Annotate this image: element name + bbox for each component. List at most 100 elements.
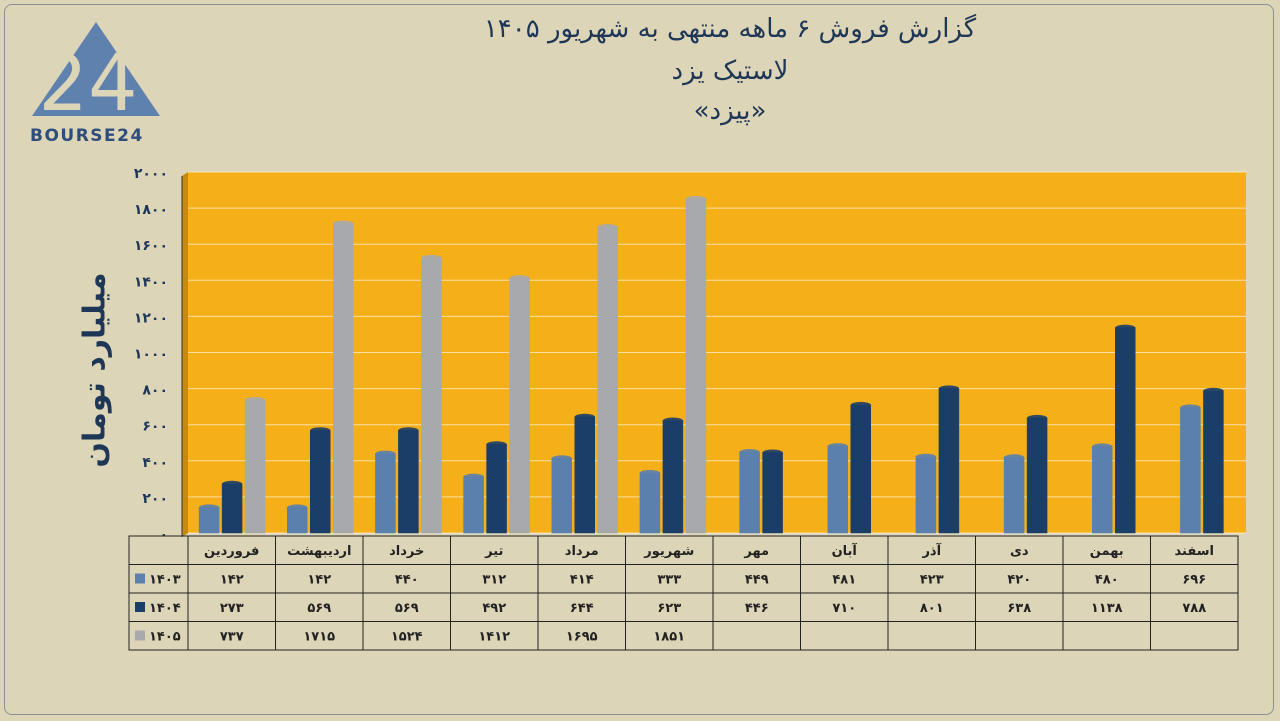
- y-tick-label: ۶۰۰: [142, 419, 168, 435]
- data-label: ۱۵۲۴: [391, 630, 423, 645]
- bar-۱۴۰۴-آذر: [938, 388, 960, 534]
- y-tick-label: ۰: [159, 527, 168, 543]
- data-label: ۶۹۶: [1182, 573, 1206, 588]
- bar-۱۴۰۳-تیر: [463, 476, 484, 534]
- data-label: ۴۹۲: [482, 601, 506, 616]
- y-tick-label: ۱۸۰۰: [134, 202, 168, 218]
- y-tick-label: ۱۰۰۰: [134, 347, 168, 363]
- data-label: ۱۴۱۲: [478, 630, 510, 645]
- legend-label: ۱۴۰۵: [149, 630, 181, 645]
- bar-cap: [421, 254, 442, 261]
- bar-cap: [509, 275, 530, 282]
- data-label: ۱۴۲: [307, 573, 331, 588]
- data-label: ۱۶۹۵: [566, 630, 598, 645]
- bar-cap: [245, 396, 266, 403]
- table-category-label: اسفند: [1175, 544, 1214, 559]
- table-category-label: مهر: [743, 544, 769, 559]
- bar-۱۴۰۳-فروردین: [198, 507, 220, 534]
- chart-title: گزارش فروش ۶ ماهه منتهی به شهریور ۱۴۰۵: [483, 14, 977, 44]
- bar-cap: [1092, 443, 1113, 450]
- bar-۱۴۰۴-آبان: [850, 404, 871, 534]
- table-category-label: فروردین: [204, 544, 259, 559]
- bar-۱۴۰۴-خرداد: [398, 430, 419, 534]
- bar-۱۴۰۳-بهمن: [1092, 446, 1113, 534]
- table-category-label: آبان: [832, 542, 858, 559]
- data-label: ۶۲۳: [657, 601, 681, 616]
- bar-۱۴۰۴-بهمن: [1115, 327, 1136, 534]
- y-tick-label: ۲۰۰: [142, 491, 168, 507]
- bar-cap: [762, 449, 783, 456]
- bar-۱۴۰۴-اسفند: [1203, 390, 1224, 534]
- bar-cap: [850, 401, 871, 408]
- bar-۱۴۰۵-تیر: [509, 277, 530, 534]
- y-tick-label: ۱۴۰۰: [134, 274, 168, 290]
- bar-۱۴۰۵-مرداد: [597, 226, 618, 534]
- data-label: ۴۸۱: [832, 573, 856, 588]
- data-label: ۷۸۸: [1182, 601, 1206, 616]
- bar-cap: [662, 417, 683, 424]
- bar-۱۴۰۴-فروردین: [221, 483, 243, 534]
- bar-۱۴۰۴-اردیبهشت: [310, 430, 331, 534]
- data-label: ۶۳۸: [1007, 601, 1031, 616]
- data-label: ۴۲۳: [920, 573, 944, 588]
- plot-side-wall: [182, 172, 188, 537]
- data-label: ۲۷۳: [220, 601, 244, 616]
- bar-cap: [827, 443, 848, 450]
- bar-cap: [639, 469, 660, 476]
- bar-۱۴۰۴-تیر: [486, 443, 507, 534]
- data-label: ۳۱۲: [482, 573, 506, 588]
- bar-cap: [287, 504, 308, 511]
- y-tick-label: ۸۰۰: [142, 383, 168, 399]
- data-label: ۴۸۰: [1095, 573, 1119, 588]
- company-name: لاستیک یزد: [671, 56, 789, 86]
- data-label: ۸۰۱: [920, 601, 944, 616]
- legend-label: ۱۴۰۳: [149, 573, 181, 588]
- legend-key-۱۴۰۴: [135, 602, 145, 612]
- data-label: ۶۴۴: [570, 601, 594, 616]
- table-category-label: آذر: [921, 542, 941, 559]
- y-tick-label: ۴۰۰: [142, 455, 168, 471]
- logo-text: BOURSE24: [30, 126, 144, 146]
- bar-cap: [915, 453, 936, 460]
- data-label: ۴۴۰: [395, 573, 419, 588]
- bar-cap: [486, 441, 507, 448]
- bar-۱۴۰۳-آذر: [915, 456, 937, 534]
- bar-۱۴۰۳-آبان: [827, 445, 848, 534]
- bar-۱۴۰۵-فروردین: [244, 399, 266, 534]
- table-category-label: اردیبهشت: [287, 544, 351, 559]
- data-label: ۴۴۶: [745, 601, 769, 616]
- table-category-label: مرداد: [565, 544, 599, 559]
- data-label: ۴۱۴: [570, 573, 594, 588]
- data-label: ۱۸۵۱: [653, 630, 685, 645]
- bar-cap: [398, 427, 419, 434]
- chart-frame: [4, 4, 1274, 715]
- table-category-label: شهریور: [643, 544, 694, 559]
- table-category-label: تیر: [484, 544, 503, 559]
- bar-cap: [938, 385, 959, 392]
- bar-۱۴۰۳-اردیبهشت: [287, 507, 308, 534]
- bar-۱۴۰۳-مرداد: [551, 458, 572, 534]
- data-label: ۵۶۹: [307, 601, 331, 616]
- bar-cap: [574, 413, 595, 420]
- bar-cap: [1203, 387, 1224, 394]
- bar-۱۴۰۵-اردیبهشت: [333, 223, 354, 534]
- bar-cap: [1115, 324, 1136, 331]
- table-category-label: بهمن: [1090, 544, 1124, 559]
- data-label: ۳۳۳: [657, 573, 681, 588]
- bar-cap: [463, 473, 484, 480]
- data-label: ۴۴۹: [745, 573, 769, 588]
- legend-key-۱۴۰۳: [135, 573, 145, 584]
- bar-۱۴۰۳-دی: [1003, 456, 1025, 534]
- data-label: ۴۲۰: [1007, 573, 1031, 588]
- data-label: ۵۶۹: [395, 601, 419, 616]
- table-category-label: خرداد: [389, 544, 424, 559]
- bar-cap: [375, 450, 396, 457]
- bar-۱۴۰۵-شهریور: [685, 198, 707, 534]
- legend-key-۱۴۰۵: [135, 630, 145, 641]
- y-tick-label: ۱۲۰۰: [134, 310, 168, 326]
- bar-cap: [310, 427, 331, 434]
- y-tick-label: ۲۰۰۰: [134, 166, 168, 182]
- ticker-symbol: «پیزد»: [693, 96, 767, 126]
- bar-۱۴۰۳-شهریور: [639, 472, 661, 534]
